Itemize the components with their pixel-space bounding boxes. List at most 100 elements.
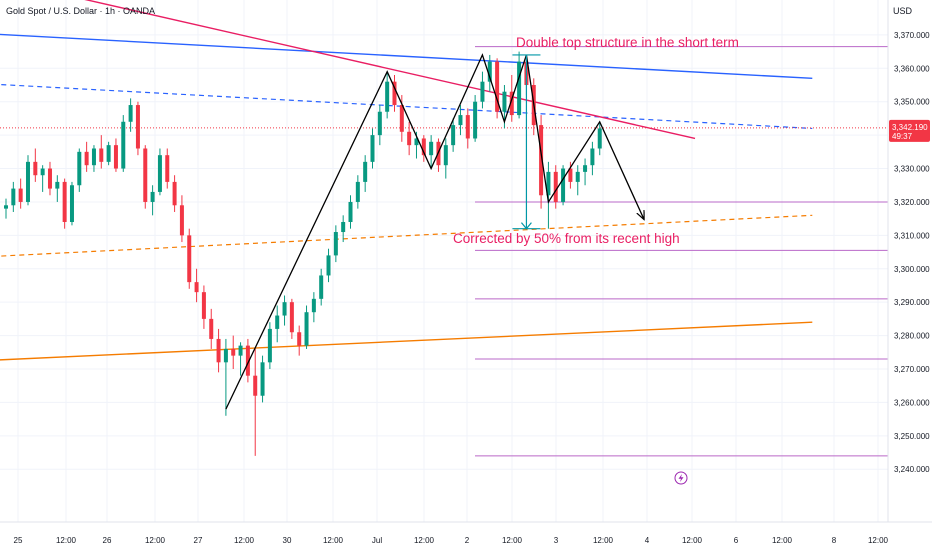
candle [47, 161, 52, 196]
blue-dashed-trendline[interactable] [0, 82, 813, 130]
y-tick-label: 3,250.000 [894, 432, 930, 441]
candle-body [253, 375, 258, 396]
candle [341, 215, 346, 243]
blue-trendline[interactable] [0, 32, 813, 80]
candle-body [216, 338, 221, 363]
candle [77, 148, 82, 192]
candle [590, 141, 595, 176]
candle [407, 121, 412, 156]
candle [231, 335, 236, 369]
candle-body [282, 302, 287, 316]
orange-dashed-trendline[interactable] [0, 214, 813, 258]
lightning-icon[interactable] [674, 471, 688, 485]
magenta-trendline[interactable] [0, 0, 696, 140]
candle [568, 161, 573, 189]
candle-body [238, 345, 243, 356]
annotation-double-top: Double top structure in the short term [516, 35, 739, 50]
candle [11, 181, 16, 212]
candle [25, 155, 30, 206]
candle-body [231, 348, 236, 356]
candle [458, 105, 463, 136]
candle-body [143, 148, 148, 202]
candle-body [399, 105, 404, 132]
candle [370, 128, 375, 169]
candle [143, 145, 148, 209]
candle [539, 115, 544, 209]
candle [209, 308, 214, 349]
candle-body [11, 188, 16, 206]
orange-trendline[interactable] [0, 321, 813, 362]
candle [106, 141, 111, 166]
candle-body [348, 201, 353, 222]
y-tick-label: 3,270.000 [894, 365, 930, 374]
candle-body [502, 91, 507, 112]
x-tick-label: 12:00 [414, 536, 435, 545]
price-badge-countdown: 49:37 [892, 132, 913, 141]
x-tick-label: 25 [14, 536, 23, 545]
candle-body [179, 205, 184, 236]
candle-body [55, 181, 60, 189]
candle-body [370, 135, 375, 162]
currency-label: USD [893, 6, 913, 16]
candle [201, 285, 206, 329]
candle-body [47, 168, 52, 189]
projection-zigzag-path[interactable] [225, 53, 644, 410]
candle [33, 148, 38, 182]
candle [194, 268, 199, 303]
candle-body [304, 312, 309, 346]
candle-body [33, 161, 38, 176]
candle [99, 135, 104, 169]
candle [348, 195, 353, 229]
measure-tool[interactable] [512, 54, 541, 230]
candle [319, 268, 324, 306]
x-tick-label: 26 [103, 536, 112, 545]
candle-body [495, 61, 500, 112]
candle-body [40, 168, 45, 176]
candle [40, 165, 45, 192]
y-tick-label: 3,240.000 [894, 465, 930, 474]
candle-body [458, 115, 463, 126]
candle-body [121, 121, 126, 169]
candle-body [487, 61, 492, 82]
candle [363, 155, 368, 192]
candle-body [201, 292, 206, 319]
candle [297, 325, 302, 356]
candle-body [553, 171, 558, 202]
candle-body [99, 148, 104, 162]
candle [429, 135, 434, 169]
candle-body [355, 181, 360, 202]
candle-body [568, 168, 573, 182]
x-tick-label: 12:00 [502, 536, 523, 545]
candle [326, 248, 331, 283]
candle-body [194, 282, 199, 293]
candle-body [385, 81, 390, 112]
candle-body [4, 205, 8, 209]
y-tick-label: 3,300.000 [894, 265, 930, 274]
candle-body [260, 362, 265, 396]
candle [187, 228, 192, 289]
candle-body [245, 345, 250, 376]
candle-body [106, 145, 111, 162]
candle [267, 322, 272, 369]
candle [546, 161, 551, 229]
candle-body [297, 332, 302, 346]
candle [583, 158, 588, 186]
candles-layer [4, 51, 602, 456]
candle-body [561, 168, 566, 202]
x-tick-label: 30 [283, 536, 292, 545]
candle-body [590, 148, 595, 166]
candle-body [597, 128, 602, 149]
candle [55, 175, 60, 202]
candle [150, 185, 155, 216]
candle [69, 181, 74, 226]
candle [84, 141, 89, 172]
candle [465, 108, 470, 149]
x-tick-label: 12:00 [145, 536, 166, 545]
candle-body [128, 105, 133, 122]
candle-body [172, 181, 177, 206]
x-tick-label: 12:00 [593, 536, 614, 545]
candle [238, 342, 243, 376]
candle-body [319, 275, 324, 299]
